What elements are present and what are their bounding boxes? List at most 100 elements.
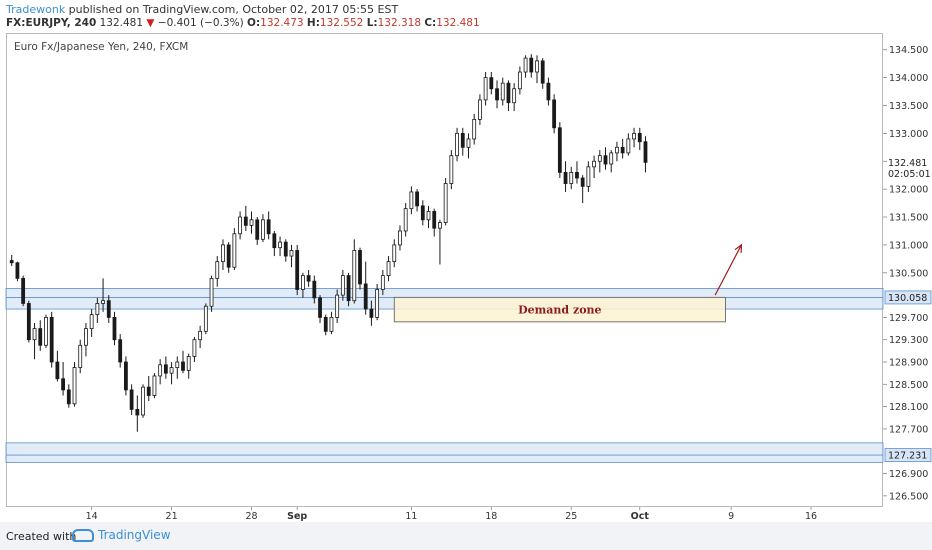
candle <box>95 297 100 323</box>
candle-body-down <box>363 283 368 310</box>
time-axis[interactable]: 14 21 28 Sep 11 18 25 Oct 9 16 <box>86 507 818 522</box>
tradingview-logo[interactable]: TradingView <box>72 528 171 542</box>
y-tick-label: 129.300 <box>889 335 928 346</box>
candle <box>483 72 488 106</box>
candle <box>432 208 437 237</box>
candle <box>124 356 128 396</box>
candle-body-up <box>261 219 265 240</box>
candle <box>106 295 111 323</box>
candle-body-down <box>49 316 54 363</box>
candle-body-up <box>592 160 596 168</box>
low-label: L: <box>366 17 378 29</box>
y-tick-label: 130.500 <box>889 268 928 279</box>
candle <box>318 295 322 323</box>
x-tick-label: 11 <box>405 511 417 522</box>
candle <box>449 150 454 190</box>
candle-body-up <box>569 172 574 184</box>
candle <box>135 395 140 432</box>
author-link[interactable]: Tradewonk <box>6 3 66 16</box>
candle <box>261 214 265 243</box>
price-label: 02:05:01 <box>888 169 931 180</box>
candle <box>626 133 631 156</box>
candle-body-up <box>517 71 522 90</box>
candle-body-up <box>89 314 94 329</box>
candle <box>369 300 374 326</box>
candle-body-down <box>38 328 43 346</box>
publish-line: Tradewonk published on TradingView.com, … <box>6 3 398 16</box>
price-axis[interactable]: 134.500 134.000 133.500 133.000 132.000 131.5… <box>883 45 932 502</box>
published-text: published on TradingView.com, October 02… <box>65 3 399 16</box>
candle <box>306 270 311 287</box>
candle <box>637 127 642 151</box>
price-label: 130.058 <box>888 293 927 304</box>
low-value: 132.318 <box>377 17 421 29</box>
candle-body-down <box>283 241 288 257</box>
candle <box>221 239 225 270</box>
candle <box>272 230 277 257</box>
zones-layer <box>5 288 884 463</box>
y-tick-label: 131.500 <box>889 213 928 224</box>
y-tick-label: 131.000 <box>889 240 928 251</box>
candle <box>226 242 231 273</box>
candle <box>398 225 402 251</box>
candle <box>586 161 591 192</box>
x-tick-label: 28 <box>245 511 257 522</box>
chart-title: Euro Fx/Japanese Yen, 240, FXCM <box>14 41 188 53</box>
candle <box>192 336 197 363</box>
candle <box>289 244 294 268</box>
candle-body-down <box>620 146 625 154</box>
candle-body-up <box>335 294 340 318</box>
candle-body-up <box>340 275 345 296</box>
demand-zone-box <box>393 296 726 323</box>
candle <box>232 228 237 270</box>
candle-body-down <box>295 250 300 290</box>
arrow-head <box>734 243 743 253</box>
candle-body-down <box>358 250 362 285</box>
candle-body-up <box>249 219 254 226</box>
candle-body-up <box>158 364 163 377</box>
candle <box>540 58 545 89</box>
candle-body-down <box>15 262 20 279</box>
candle-body-up <box>512 88 517 104</box>
candle <box>49 311 54 368</box>
candle <box>118 334 123 368</box>
candle-body-down <box>346 275 351 302</box>
candle <box>489 72 494 95</box>
candle-body-up <box>398 230 402 246</box>
symbol-label: FX:EURJPY, 240 <box>6 17 97 29</box>
candle-body-up <box>403 208 408 232</box>
y-tick-label: 128.900 <box>889 358 928 369</box>
candle <box>175 356 180 379</box>
candle <box>563 161 568 192</box>
candle <box>26 300 31 343</box>
candle <box>169 362 174 385</box>
demand-zone-label: Demand zone <box>518 304 601 317</box>
open-label: O: <box>247 17 261 29</box>
candle <box>420 200 425 226</box>
candle-body-down <box>146 386 151 396</box>
candle <box>609 150 614 173</box>
candle-body-up <box>586 166 591 187</box>
candle-body-up <box>44 316 48 346</box>
plot-frame[interactable] <box>6 33 883 507</box>
candle <box>78 339 83 374</box>
candle-body-down <box>26 303 31 341</box>
candle <box>141 384 145 418</box>
candlestick-chart[interactable]: Euro Fx/Japanese Yen, 240, FXCM Demand z… <box>0 0 932 522</box>
candle <box>580 175 585 204</box>
candle-body-down <box>61 378 65 391</box>
candle-body-up <box>466 138 471 148</box>
candle <box>500 77 505 106</box>
open-value: 132.473 <box>260 17 304 29</box>
candle-body-up <box>443 183 448 224</box>
candle-body-down <box>323 316 328 332</box>
candle-body-up <box>141 386 145 416</box>
candle <box>643 136 648 173</box>
candle <box>312 275 317 304</box>
candle <box>340 270 345 301</box>
price-label: 132.481 <box>888 158 927 169</box>
candle-body-down <box>163 364 168 374</box>
candle <box>552 94 557 134</box>
candle <box>15 261 20 282</box>
candle-body-up <box>477 99 482 120</box>
